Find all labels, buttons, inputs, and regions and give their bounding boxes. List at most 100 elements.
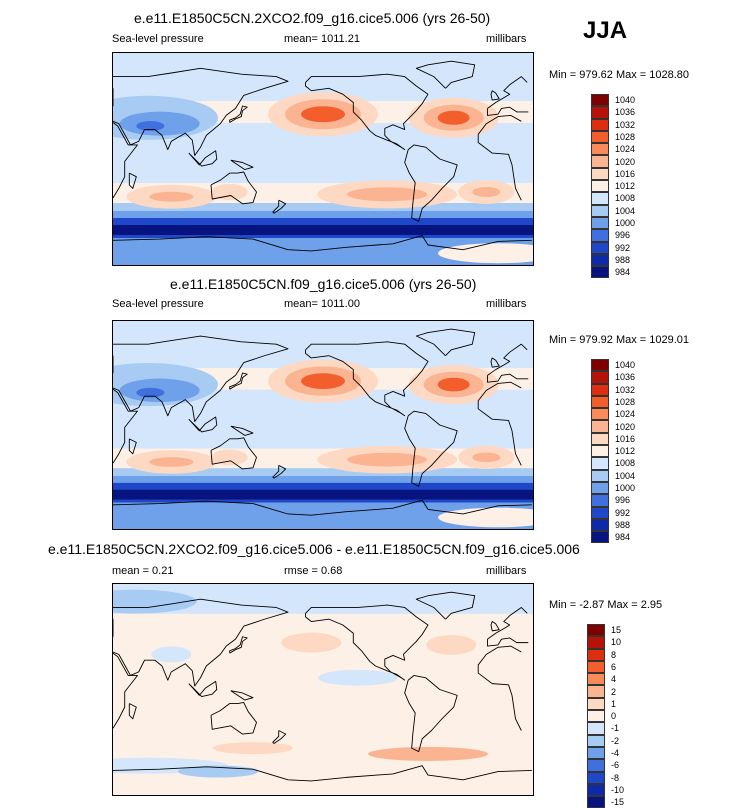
np-high-core xyxy=(301,106,345,123)
colorbar-swatch xyxy=(591,241,609,254)
colorbar-swatch xyxy=(587,734,605,747)
colorbar-swatch xyxy=(591,371,609,384)
coastlines xyxy=(113,591,532,782)
colorbar-label: 1008 xyxy=(615,458,636,469)
coast-antarctica xyxy=(113,235,532,252)
panel-1-variable-label: Sea-level pressure xyxy=(112,33,204,45)
panel-2-mean-label: mean= 1011.00 xyxy=(284,298,360,310)
panel-2-minmax: Min = 979.92 Max = 1029.01 xyxy=(549,334,690,346)
colorbar-swatch xyxy=(591,420,609,433)
colorbar-label: 1004 xyxy=(615,470,636,481)
colorbar-label: 4 xyxy=(611,674,617,685)
colorbar-swatch xyxy=(587,660,605,674)
coast-madagascar xyxy=(128,703,137,720)
coast-madagascar xyxy=(128,438,137,455)
colorbar-label: 1020 xyxy=(615,421,636,432)
colorbar-label: 988 xyxy=(615,254,631,265)
coast-eurasia xyxy=(113,335,289,423)
southern-ocean-core xyxy=(113,489,533,500)
coast-south-america xyxy=(404,144,458,222)
colorbar-label: 1012 xyxy=(615,446,636,457)
colorbar-label: 1008 xyxy=(615,193,636,204)
coast-europe xyxy=(113,343,529,383)
sp-high-core xyxy=(347,187,428,202)
np-positive xyxy=(281,632,342,653)
asian-low-core xyxy=(136,121,165,132)
coast-greenland xyxy=(415,60,476,89)
colorbar-swatch xyxy=(591,432,609,446)
colorbar-label: 1036 xyxy=(615,372,636,383)
colorbar-label: 1000 xyxy=(615,483,636,493)
colorbar-swatch xyxy=(591,359,609,372)
panel-1-mean-label: mean= 1011.21 xyxy=(284,33,360,45)
panel-2-colorbar: 1040 1036 1032 1028 1024 1020 1016 1012 1008 1004… xyxy=(591,359,635,544)
panel-2-title: e.e11.E1850C5CN.f09_g16.cice5.006 (yrs 2… xyxy=(170,276,477,292)
colorbar-label: -1 xyxy=(611,723,620,734)
coast-japan xyxy=(229,372,248,390)
colorbar-swatch xyxy=(591,457,609,470)
coast-japan xyxy=(229,105,248,123)
coast-australia xyxy=(210,701,257,735)
colorbar-label: 1016 xyxy=(615,168,636,179)
colorbar-label: 1020 xyxy=(615,156,636,167)
colorbar-label: 1032 xyxy=(615,119,636,130)
colorbar-swatch xyxy=(587,746,605,760)
colorbar-label: 1040 xyxy=(615,360,636,370)
coast-eurasia xyxy=(113,67,289,156)
colorbar-swatch xyxy=(587,697,605,711)
colorbar-swatch xyxy=(591,130,609,144)
colorbar-swatch xyxy=(587,673,605,686)
coast-borneo-sumatra xyxy=(188,150,218,167)
coast-north-america xyxy=(305,604,429,681)
coast-greenland xyxy=(415,591,476,620)
colorbar-label: 996 xyxy=(615,495,631,506)
colorbar-swatch xyxy=(587,771,605,784)
colorbar-swatch xyxy=(591,143,609,156)
coast-new-zealand xyxy=(272,730,287,744)
coast-eurasia xyxy=(113,598,289,687)
coast-antarctica xyxy=(113,765,532,782)
colorbar-label: 2 xyxy=(611,686,617,697)
colorbar-label: -8 xyxy=(611,772,620,783)
tropical-negative xyxy=(318,669,398,686)
si-high-core xyxy=(149,457,194,467)
colorbar-label: 1028 xyxy=(615,131,636,142)
coast-japan xyxy=(229,636,248,654)
southern-ocean-core xyxy=(113,225,533,235)
coastlines xyxy=(113,328,532,516)
colorbar-label: 10 xyxy=(611,637,622,648)
antarctic-high xyxy=(438,243,533,264)
colorbar-swatch xyxy=(591,395,609,409)
colorbar-swatch xyxy=(591,383,609,396)
sp-high-core xyxy=(347,452,428,467)
coast-new-guinea xyxy=(230,425,254,436)
panel-3-map-svg xyxy=(113,584,533,795)
panel-3-colorbar: 15 10 8 6 4 2 1 0 -1 -2 -4 -6 -8 -10 -15 xyxy=(587,624,624,808)
panel-1-title: e.e11.E1850C5CN.2XCO2.f09_g16.cice5.006 … xyxy=(134,10,491,26)
coast-new-zealand xyxy=(272,199,287,214)
coast-europe xyxy=(113,76,529,116)
panel-3-minmax: Min = -2.87 Max = 2.95 xyxy=(549,599,663,611)
coast-uk xyxy=(490,357,500,368)
colorbar-label: 1028 xyxy=(615,396,636,407)
colorbar-swatch xyxy=(591,408,609,421)
coast-new-zealand xyxy=(272,465,287,479)
colorbar-label: 992 xyxy=(615,507,631,518)
coast-south-america xyxy=(404,675,458,753)
season-label: JJA xyxy=(583,17,628,44)
na-positive xyxy=(426,635,477,655)
panel-2-variable-label: Sea-level pressure xyxy=(112,298,204,310)
colorbar-swatch xyxy=(591,469,609,482)
colorbar-label: 1000 xyxy=(615,218,636,228)
colorbar-swatch xyxy=(591,531,609,544)
asian-low-core xyxy=(136,387,165,398)
panel-1-units-label: millibars xyxy=(486,33,527,45)
panel-3-rmse-label: rmse = 0.68 xyxy=(284,565,343,577)
coast-africa-arabia xyxy=(113,645,522,731)
coast-madagascar xyxy=(128,172,137,189)
colorbar-label: 1036 xyxy=(615,107,636,118)
na-high-core xyxy=(437,110,470,125)
colorbar-swatch xyxy=(591,229,609,242)
colorbar-swatch xyxy=(591,106,609,119)
colorbar-swatch xyxy=(587,722,605,735)
